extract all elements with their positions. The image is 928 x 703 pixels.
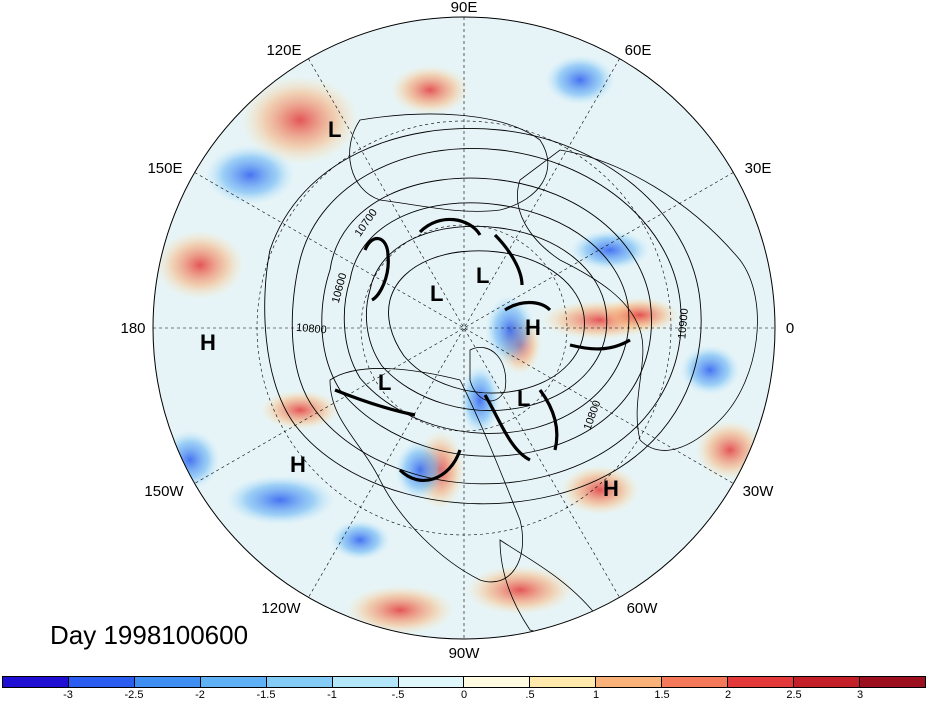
high-marker: H bbox=[290, 452, 306, 477]
colorbar-segment bbox=[596, 677, 663, 687]
low-marker: L bbox=[517, 386, 530, 411]
colorbar-tick-label: -2.5 bbox=[124, 689, 144, 701]
lon-label-60w: 60W bbox=[627, 600, 659, 617]
colorbar-tick-label: -1.5 bbox=[256, 689, 276, 701]
day-title: Day 1998100600 bbox=[50, 620, 249, 650]
jet-contours bbox=[334, 217, 631, 482]
lon-label-120w: 120W bbox=[261, 600, 301, 617]
colorbar-segment bbox=[859, 677, 925, 687]
colorbar-segment bbox=[530, 677, 597, 687]
colorbar-tick-label: .5 bbox=[525, 689, 535, 701]
colorbar-tick-label: 3 bbox=[856, 689, 864, 701]
colorbar-tick-label: 2 bbox=[724, 689, 732, 701]
colorbar-tick-label: 2.5 bbox=[786, 689, 802, 701]
low-marker: L bbox=[328, 117, 341, 142]
lon-label-30e: 30E bbox=[745, 160, 772, 177]
map-boundary bbox=[152, 16, 776, 640]
colorbar-segment bbox=[134, 677, 201, 687]
graticule bbox=[153, 17, 775, 639]
lon-label-150e: 150E bbox=[147, 160, 182, 177]
low-marker: L bbox=[430, 281, 443, 306]
lon-label-150w: 150W bbox=[144, 483, 184, 500]
colorbar-segment bbox=[728, 677, 795, 687]
colorbar-tick-label: 1.5 bbox=[654, 689, 670, 701]
colorbar-segment bbox=[662, 677, 729, 687]
colorbar-segment bbox=[266, 677, 333, 687]
high-marker: H bbox=[525, 315, 541, 340]
lon-label-30w: 30W bbox=[743, 483, 775, 500]
low-marker: L bbox=[476, 263, 489, 288]
colorbar-segment bbox=[464, 677, 531, 687]
colorbar-segment bbox=[200, 677, 267, 687]
colorbar-labels: -3 -2.5 -2 -1.5 -1 -.5 0 .5 1 1.5 2 2.5 3 bbox=[2, 689, 926, 703]
colorbar bbox=[2, 676, 926, 688]
colorbar-tick-label: -1 bbox=[327, 689, 337, 701]
colorbar-segment bbox=[398, 677, 465, 687]
high-marker: H bbox=[603, 476, 619, 501]
lon-label-120e: 120E bbox=[266, 42, 301, 59]
high-marker: H bbox=[200, 330, 216, 355]
longitude-labels: 90E 60E 30E 0 30W 60W 90W 120W 150W 180 … bbox=[120, 0, 794, 662]
lon-label-180: 180 bbox=[120, 320, 145, 337]
colorbar-tick-label: -3 bbox=[63, 689, 73, 701]
lon-label-90e: 90E bbox=[451, 0, 478, 16]
contour-label: 10900 bbox=[676, 308, 691, 340]
colorbar-segment bbox=[332, 677, 399, 687]
colorbar-segment bbox=[68, 677, 135, 687]
colorbar-segment bbox=[3, 677, 69, 687]
colorbar-segment bbox=[794, 677, 860, 687]
colorbar-tick-label: 1 bbox=[592, 689, 600, 701]
colorbar-tick-label: -2 bbox=[195, 689, 205, 701]
anomaly-field bbox=[153, 17, 775, 639]
low-marker: L bbox=[378, 370, 391, 395]
contour-label: 10800 bbox=[296, 322, 328, 337]
lon-label-0: 0 bbox=[786, 320, 794, 337]
pressure-centers: H H H H L L L L L bbox=[200, 117, 619, 501]
colorbar-tick-label: 0 bbox=[460, 689, 468, 701]
lon-label-90w: 90W bbox=[449, 645, 481, 662]
lon-label-60e: 60E bbox=[625, 42, 652, 59]
colorbar-tick-label: -.5 bbox=[391, 689, 405, 701]
